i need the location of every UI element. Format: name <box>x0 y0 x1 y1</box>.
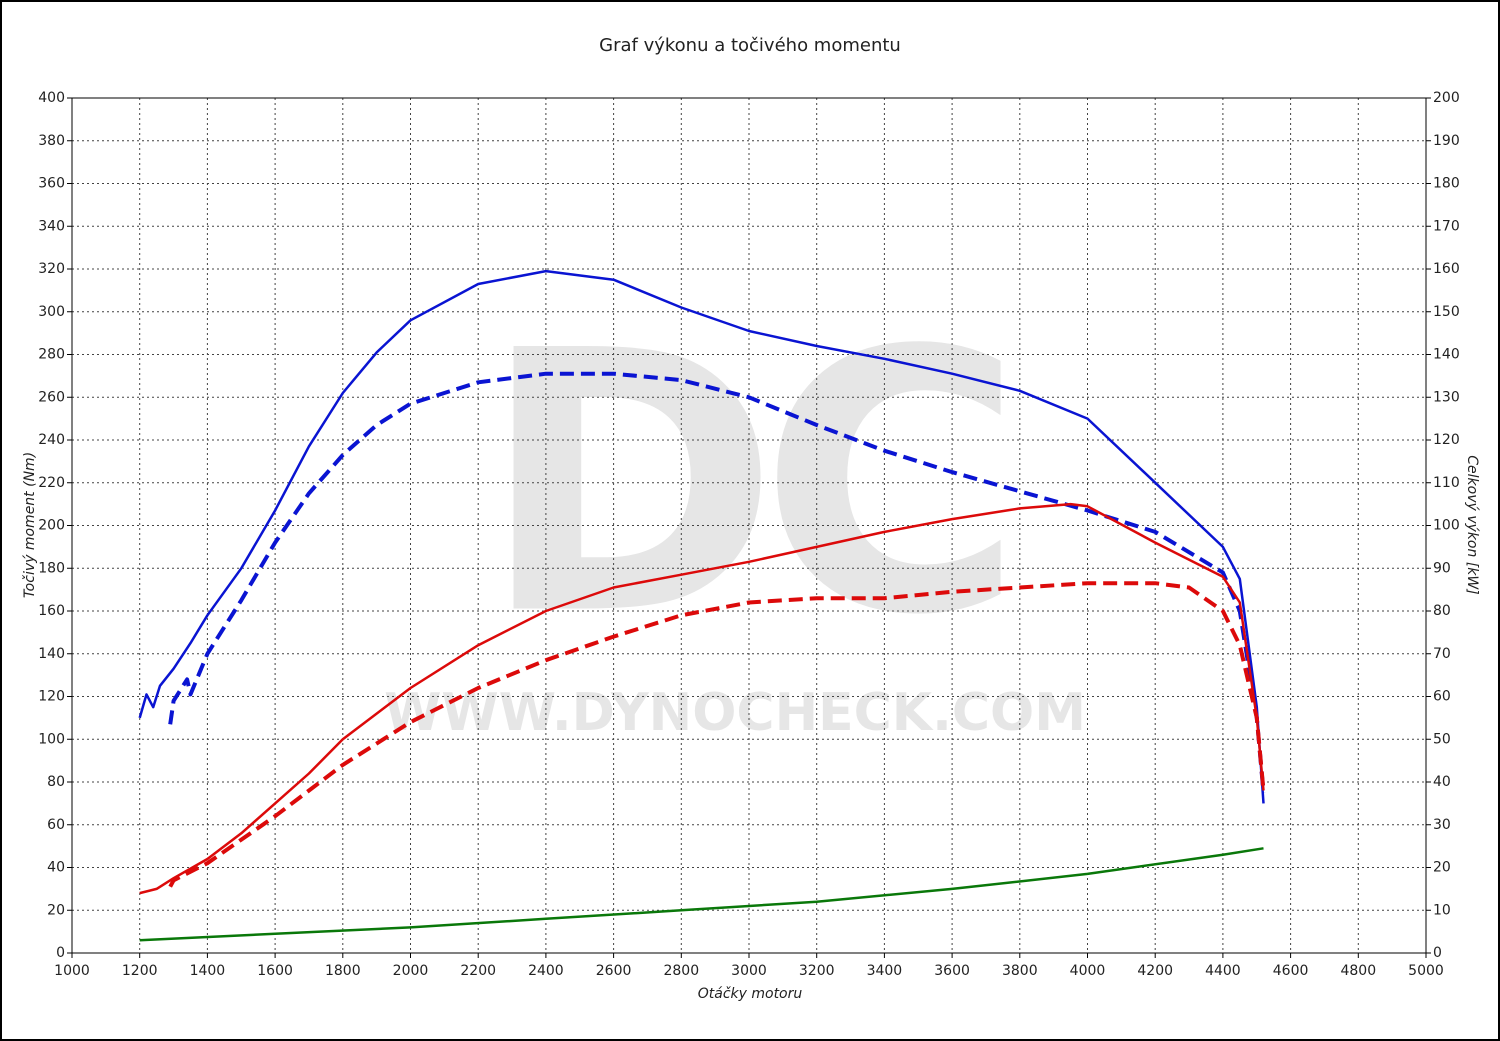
watermark-url: WWW.DYNOCHECK.COM <box>384 683 1086 743</box>
x-tick-label: 3800 <box>1002 963 1038 979</box>
x-tick-label: 2600 <box>596 963 632 979</box>
y2-tick-label: 30 <box>1433 817 1451 833</box>
y2-tick-label: 50 <box>1433 731 1451 747</box>
y2-tick-label: 190 <box>1433 133 1460 149</box>
series-line <box>138 269 1265 804</box>
y2-tick-label: 40 <box>1433 774 1451 790</box>
y-tick-label: 40 <box>47 860 65 876</box>
x-tick-label: 2400 <box>528 963 564 979</box>
y2-tick-label: 140 <box>1433 347 1460 363</box>
y-axis-label: Točivý moment (Nm) <box>22 452 38 598</box>
y-tick-label: 120 <box>38 689 65 705</box>
x-tick-label: 4400 <box>1205 963 1241 979</box>
y-tick-label: 0 <box>56 945 65 961</box>
y2-tick-label: 180 <box>1433 176 1460 192</box>
x-tick-label: 3000 <box>731 963 767 979</box>
y-tick-label: 160 <box>38 603 65 619</box>
y-tick-label: 360 <box>38 176 65 192</box>
x-tick-label: 1600 <box>257 963 293 979</box>
y2-tick-label: 100 <box>1433 518 1460 534</box>
x-tick-label: 3600 <box>934 963 970 979</box>
y2-tick-label: 150 <box>1433 304 1460 320</box>
y2-tick-label: 130 <box>1433 389 1460 405</box>
y2-tick-label: 60 <box>1433 689 1451 705</box>
y2-tick-label: 200 <box>1433 90 1460 106</box>
x-tick-label: 2200 <box>460 963 496 979</box>
y2-axis-label: Celkový výkon [kW] <box>1464 455 1480 594</box>
y-tick-label: 260 <box>38 389 65 405</box>
y-tick-label: 380 <box>38 133 65 149</box>
x-tick-label: 1200 <box>122 963 158 979</box>
x-tick-label: 4800 <box>1340 963 1376 979</box>
chart-title: Graf výkonu a točivého momentu <box>599 35 901 56</box>
y-tick-label: 180 <box>38 560 65 576</box>
y2-tick-label: 110 <box>1433 475 1460 491</box>
y-tick-label: 220 <box>38 475 65 491</box>
y-tick-label: 100 <box>38 731 65 747</box>
x-tick-label: 2000 <box>393 963 429 979</box>
x-tick-label: 1000 <box>54 963 90 979</box>
y2-tick-label: 10 <box>1433 902 1451 918</box>
y2-tick-label: 20 <box>1433 860 1451 876</box>
y-tick-label: 280 <box>38 347 65 363</box>
series-line <box>139 502 1265 895</box>
y-tick-label: 340 <box>38 218 65 234</box>
y-tick-label: 80 <box>47 774 65 790</box>
x-tick-label: 2800 <box>663 963 699 979</box>
y-tick-label: 200 <box>38 518 65 534</box>
y-tick-label: 400 <box>38 90 65 106</box>
x-tick-label: 4000 <box>1070 963 1106 979</box>
y-tick-label: 140 <box>38 646 65 662</box>
y2-tick-label: 160 <box>1433 261 1460 277</box>
series-line <box>168 581 1266 888</box>
x-tick-label: 5000 <box>1408 963 1444 979</box>
x-tick-label: 1400 <box>190 963 226 979</box>
y-tick-label: 20 <box>47 902 65 918</box>
series-line <box>168 371 1266 793</box>
y2-tick-label: 70 <box>1433 646 1451 662</box>
y2-tick-label: 80 <box>1433 603 1451 619</box>
y-tick-label: 60 <box>47 817 65 833</box>
y-tick-label: 240 <box>38 432 65 448</box>
x-tick-label: 3400 <box>867 963 903 979</box>
y2-tick-label: 90 <box>1433 560 1451 576</box>
watermark-logo: DC <box>480 274 1003 693</box>
x-tick-label: 4600 <box>1273 963 1309 979</box>
x-tick-label: 1800 <box>325 963 361 979</box>
y2-tick-label: 0 <box>1433 945 1442 961</box>
plot-border <box>71 97 1427 954</box>
y2-tick-label: 120 <box>1433 432 1460 448</box>
x-axis-label: Otáčky motoru <box>698 986 803 1002</box>
x-tick-label: 3200 <box>799 963 835 979</box>
series-line <box>139 847 1264 942</box>
y-tick-label: 300 <box>38 304 65 320</box>
y-tick-label: 320 <box>38 261 65 277</box>
y2-tick-label: 170 <box>1433 218 1460 234</box>
x-tick-label: 4200 <box>1137 963 1173 979</box>
